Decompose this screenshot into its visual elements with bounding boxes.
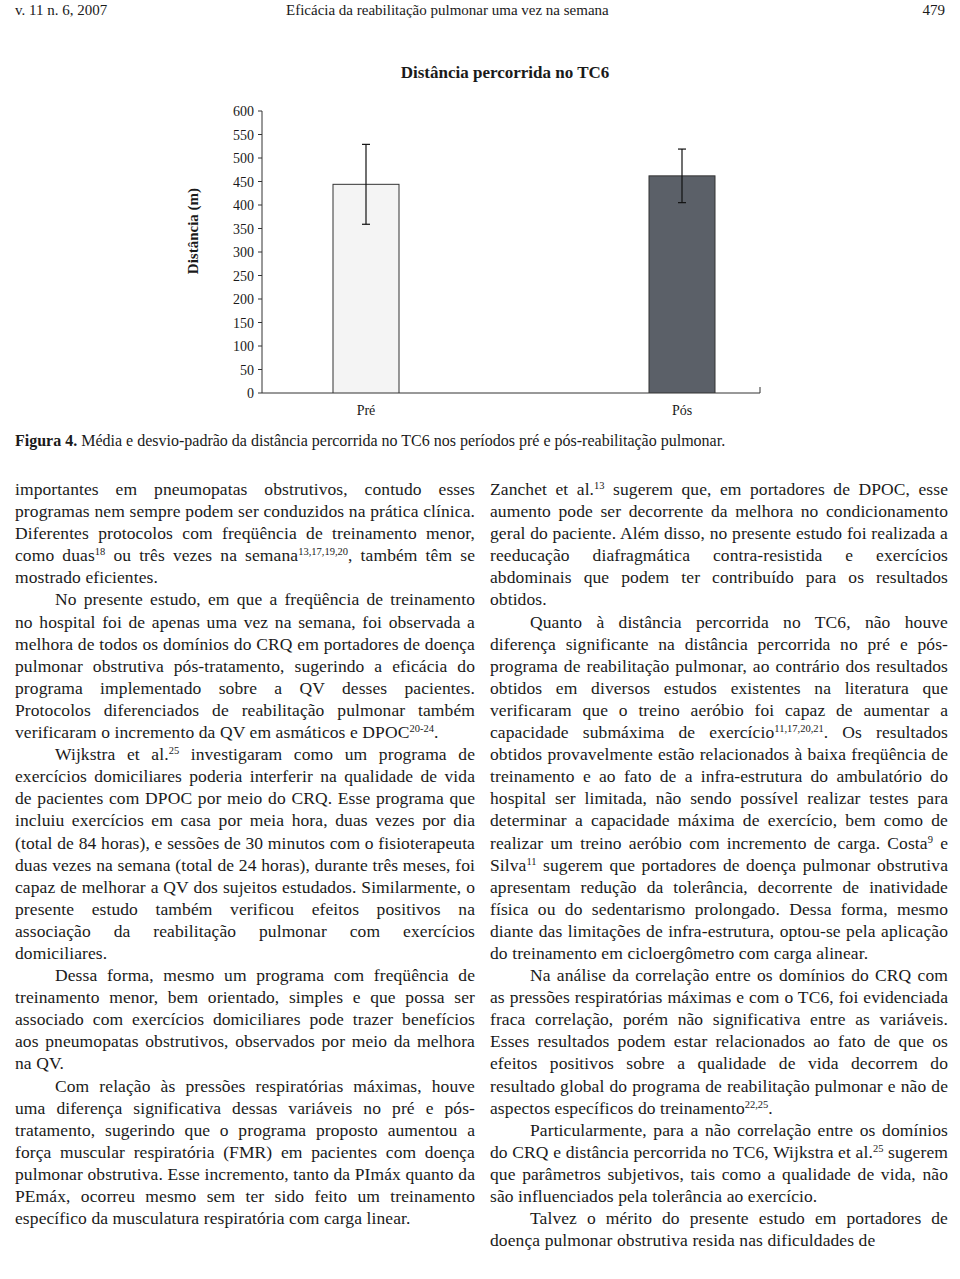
- figure-caption: Figura 4. Média e desvio-padrão da distâ…: [15, 431, 955, 451]
- y-tick: [258, 158, 262, 159]
- paragraph-text: Dessa forma, mesmo um programa com freqü…: [15, 965, 475, 1073]
- paragraph: Dessa forma, mesmo um programa com freqü…: [15, 964, 475, 1074]
- y-tick: [258, 299, 262, 300]
- paragraph: Wijkstra et al.25 investigaram como um p…: [15, 743, 475, 964]
- header-center: Eficácia da reabilitação pulmonar uma ve…: [286, 0, 609, 20]
- reference: 13: [594, 480, 605, 491]
- paragraph-text: Com relação às pressões respiratórias má…: [15, 1076, 475, 1229]
- paragraph-text: Talvez o mérito do presente estudo em po…: [490, 1208, 948, 1250]
- paragraph-text: Zanchet et al.: [490, 479, 594, 499]
- y-tick-label: 400: [233, 198, 254, 213]
- y-tick-label: 200: [233, 292, 254, 307]
- reference: 20-24: [409, 723, 434, 734]
- header-right: 479: [923, 0, 946, 20]
- reference: 9: [928, 834, 933, 845]
- reference: 25: [169, 745, 180, 756]
- error-bar-stem: [365, 144, 366, 224]
- reference: 11,17,20,21: [774, 723, 824, 734]
- paragraph-text: sugerem que portadores de doença pulmona…: [490, 855, 948, 963]
- paragraph-text: No presente estudo, em que a freqüência …: [15, 589, 475, 742]
- paragraph-text: .: [434, 722, 438, 742]
- y-tick-label: 0: [247, 386, 254, 401]
- y-tick-label: 300: [233, 245, 254, 260]
- paragraph-text: ou três vezes na semana: [105, 545, 298, 565]
- paragraph-text: Na análise da correlação entre os domíni…: [490, 965, 948, 1118]
- y-tick: [258, 228, 262, 229]
- y-tick-label: 600: [233, 104, 254, 119]
- y-tick: [258, 346, 262, 347]
- error-bar-cap: [362, 224, 370, 225]
- error-bar-cap: [678, 202, 686, 203]
- text-column: importantes em pneumopatas obstrutivos, …: [15, 478, 475, 1229]
- y-tick: [258, 111, 262, 112]
- y-tick-label: 500: [233, 151, 254, 166]
- error-bar-cap: [362, 144, 370, 145]
- paragraph: Particularmente, para a não correlação e…: [490, 1119, 948, 1207]
- paragraph-text: Wijkstra et al.: [55, 744, 169, 764]
- y-tick: [258, 134, 262, 135]
- caption-text: Média e desvio-padrão da distância perco…: [81, 432, 725, 449]
- bar: [649, 176, 715, 393]
- x-tick-label: Pós: [672, 403, 692, 418]
- paragraph: No presente estudo, em que a freqüência …: [15, 588, 475, 743]
- y-tick-label: 350: [233, 222, 254, 237]
- reference: 22,25: [745, 1099, 769, 1110]
- x-tick-label: Pré: [357, 403, 376, 418]
- paragraph-text: investigaram como um programa de exercíc…: [15, 744, 475, 963]
- y-tick-label: 250: [233, 269, 254, 284]
- error-bar-stem: [681, 149, 682, 203]
- y-tick: [258, 252, 262, 253]
- y-tick: [258, 393, 262, 394]
- y-tick-label: 100: [233, 339, 254, 354]
- y-axis: [262, 111, 263, 393]
- paragraph: Na análise da correlação entre os domíni…: [490, 964, 948, 1119]
- text-column: Zanchet et al.13 sugerem que, em portado…: [490, 478, 948, 1251]
- reference: 18: [95, 547, 106, 558]
- y-tick: [258, 275, 262, 276]
- y-tick-label: 150: [233, 316, 254, 331]
- header-left: v. 11 n. 6, 2007: [15, 0, 107, 20]
- reference: 11: [526, 856, 536, 867]
- chart-title: Distância percorrida no TC6: [401, 63, 610, 82]
- reference: 13,17,19,20: [298, 547, 348, 558]
- paragraph: Com relação às pressões respiratórias má…: [15, 1075, 475, 1230]
- y-tick: [258, 322, 262, 323]
- y-tick: [258, 181, 262, 182]
- paragraph-text: Particularmente, para a não correlação e…: [490, 1120, 948, 1162]
- paragraph: Talvez o mérito do presente estudo em po…: [490, 1207, 948, 1251]
- error-bar: [362, 144, 370, 224]
- y-tick: [258, 369, 262, 370]
- y-axis-label: Distância (m): [185, 188, 202, 274]
- paragraph: importantes em pneumopatas obstrutivos, …: [15, 478, 475, 588]
- paragraph-text: .: [768, 1098, 772, 1118]
- paragraph: Quanto à distância percorrida no TC6, nã…: [490, 611, 948, 965]
- y-tick-label: 450: [233, 175, 254, 190]
- caption-label: Figura 4.: [15, 432, 77, 449]
- plot-edge: [760, 387, 761, 393]
- bars: [333, 144, 715, 393]
- chart: Distância percorrida no TC6 Distância (m)…: [0, 0, 960, 425]
- error-bar: [678, 149, 686, 203]
- error-bar-cap: [678, 148, 686, 149]
- y-tick-label: 550: [233, 128, 254, 143]
- reference: 25: [873, 1143, 884, 1154]
- y-tick-label: 50: [240, 363, 254, 378]
- paragraph: Zanchet et al.13 sugerem que, em portado…: [490, 478, 948, 611]
- y-tick: [258, 205, 262, 206]
